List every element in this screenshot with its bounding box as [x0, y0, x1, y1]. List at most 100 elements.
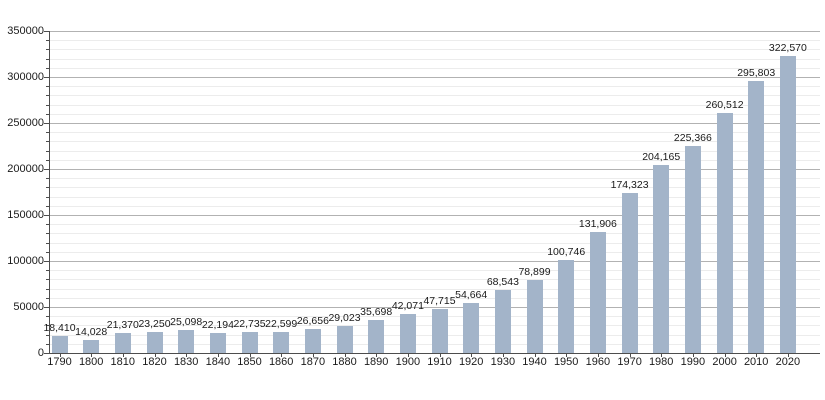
x-tick-label: 1800 — [78, 356, 104, 368]
minor-gridline — [49, 205, 820, 207]
x-tick-label: 1850 — [237, 356, 262, 368]
y-tick-label: 50000 — [13, 301, 44, 313]
y-minor-tick — [46, 141, 49, 143]
x-tick-label: 1880 — [332, 356, 357, 368]
x-tick — [439, 354, 441, 357]
y-minor-tick — [46, 86, 49, 88]
bar-1870 — [304, 328, 321, 353]
bar-value-label: 322,570 — [768, 42, 807, 55]
bar-value-label: 14,028 — [75, 326, 108, 339]
bar-1800 — [83, 340, 100, 353]
minor-gridline — [49, 67, 820, 69]
y-minor-tick — [46, 242, 49, 244]
y-minor-tick — [46, 316, 49, 318]
y-minor-tick — [46, 205, 49, 207]
y-tick-label: 100000 — [7, 255, 44, 267]
y-minor-tick — [46, 159, 49, 161]
bar-1830 — [178, 329, 195, 353]
bar-1880 — [336, 326, 353, 353]
x-tick — [692, 354, 694, 357]
x-tick — [724, 354, 726, 357]
bar-value-label: 29,023 — [328, 312, 361, 325]
bar-value-label: 22,735 — [233, 318, 266, 331]
minor-gridline — [49, 251, 820, 253]
bar-value-label: 100,746 — [547, 246, 586, 259]
x-tick-label: 1810 — [110, 356, 136, 368]
x-tick — [534, 354, 536, 357]
x-tick-label: 1950 — [553, 356, 579, 368]
bar-1990 — [684, 145, 701, 353]
y-tick-label: 200000 — [7, 163, 44, 175]
minor-gridline — [49, 132, 820, 134]
minor-gridline — [49, 224, 820, 226]
y-minor-tick — [46, 150, 49, 152]
x-tick-label: 1820 — [142, 356, 167, 368]
bar-1810 — [114, 333, 131, 353]
bar-1890 — [368, 320, 385, 353]
x-tick-label: 1930 — [490, 356, 516, 368]
major-gridline — [49, 307, 820, 308]
minor-gridline — [49, 233, 820, 235]
y-minor-tick — [46, 334, 49, 336]
y-minor-tick — [46, 288, 49, 290]
x-tick-label: 1960 — [585, 356, 611, 368]
minor-gridline — [49, 86, 820, 88]
x-tick — [312, 354, 314, 357]
bar-1790 — [51, 336, 68, 353]
y-major-tick — [44, 31, 49, 32]
bar-2010 — [748, 80, 765, 353]
minor-gridline — [49, 159, 820, 161]
x-tick-label: 1890 — [363, 356, 389, 368]
minor-gridline — [49, 58, 820, 60]
bar-2000 — [716, 113, 733, 353]
y-minor-tick — [46, 233, 49, 235]
bar-value-label: 26,656 — [296, 314, 329, 327]
x-tick — [471, 354, 473, 357]
minor-gridline — [49, 49, 820, 51]
minor-gridline — [49, 242, 820, 244]
minor-gridline — [49, 196, 820, 198]
x-tick — [629, 354, 631, 357]
y-major-tick — [44, 77, 49, 78]
minor-gridline — [49, 178, 820, 180]
bar-1960 — [589, 231, 606, 353]
bar-value-label: 35,698 — [360, 306, 393, 319]
y-minor-tick — [46, 58, 49, 60]
bar-value-label: 204,165 — [642, 151, 681, 164]
x-tick-label: 2020 — [775, 356, 801, 368]
minor-gridline — [49, 150, 820, 152]
major-gridline — [49, 77, 820, 78]
y-minor-tick — [46, 95, 49, 97]
y-tick-label: 250000 — [7, 117, 44, 129]
y-minor-tick — [46, 251, 49, 253]
y-minor-tick — [46, 343, 49, 345]
minor-gridline — [49, 40, 820, 42]
minor-gridline — [49, 297, 820, 299]
bar-value-label: 42,071 — [391, 300, 424, 313]
x-tick-label: 2010 — [743, 356, 769, 368]
x-tick — [661, 354, 663, 357]
bar-value-label: 131,906 — [578, 217, 617, 230]
minor-gridline — [49, 279, 820, 281]
bar-1860 — [273, 332, 290, 353]
bar-value-label: 22,194 — [201, 318, 234, 331]
y-minor-tick — [46, 187, 49, 189]
bar-value-label: 174,323 — [610, 178, 649, 191]
x-tick-label: 1900 — [395, 356, 421, 368]
minor-gridline — [49, 95, 820, 97]
bar-value-label: 54,664 — [455, 288, 488, 301]
y-minor-tick — [46, 178, 49, 180]
x-tick-label: 1970 — [617, 356, 642, 368]
y-major-tick — [44, 123, 49, 124]
y-tick-label: 150000 — [7, 209, 44, 221]
x-tick — [566, 354, 568, 357]
bar-1970 — [621, 192, 638, 353]
x-tick-label: 1840 — [205, 356, 231, 368]
bar-1980 — [653, 165, 670, 353]
major-gridline — [49, 31, 820, 32]
bar-value-label: 260,512 — [705, 99, 744, 112]
bar-value-label: 295,803 — [737, 66, 776, 79]
plot-area — [49, 31, 820, 353]
major-gridline — [49, 123, 820, 124]
x-tick — [249, 354, 251, 357]
